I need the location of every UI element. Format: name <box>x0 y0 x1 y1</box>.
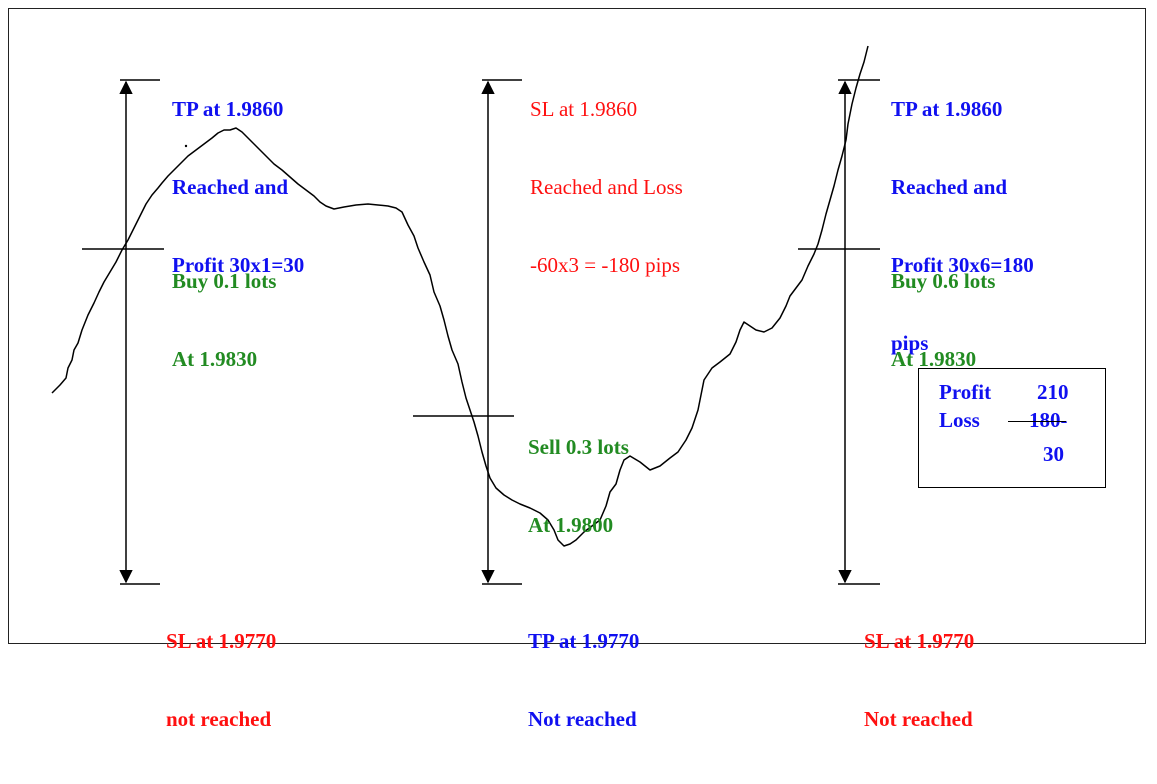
trade2-tp-label: TP at 1.9770 Not reached <box>528 629 640 731</box>
trade1-sl-label: SL at 1.9770 not reached <box>166 629 277 731</box>
trade1-entry-label: Buy 0.1 lots At 1.9830 <box>172 269 277 371</box>
profit-loss-summary-box: Profit 210 Loss 180- 30 <box>918 368 1106 488</box>
trade1-tp-label: TP at 1.9860 Reached and Profit 30x1=30 <box>172 97 305 277</box>
profit-value: 210 <box>1037 380 1069 404</box>
trade2-entry-label: Sell 0.3 lots At 1.9800 <box>528 435 629 537</box>
trade3-sl-label: SL at 1.9770 Not reached <box>864 629 975 731</box>
diagram-canvas <box>51 45 880 585</box>
diagram-border <box>8 8 1146 644</box>
profit-label: Profit <box>939 380 992 404</box>
trade-diagram: TP at 1.9860 Reached and Profit 30x1=30 … <box>8 8 1146 731</box>
summary-divider <box>1008 421 1066 422</box>
trade3-entry-label: Buy 0.6 lots At 1.9830 <box>891 269 996 371</box>
trade3-tp-label: TP at 1.9860 Reached and Profit 30x6=180… <box>891 97 1034 355</box>
loss-label: Loss <box>939 408 980 432</box>
trade2-sl-label: SL at 1.9860 Reached and Loss -60x3 = -1… <box>530 97 683 277</box>
curve-dot <box>184 144 188 148</box>
net-value: 30 <box>1043 442 1064 466</box>
loss-value: 180- <box>1029 408 1068 432</box>
